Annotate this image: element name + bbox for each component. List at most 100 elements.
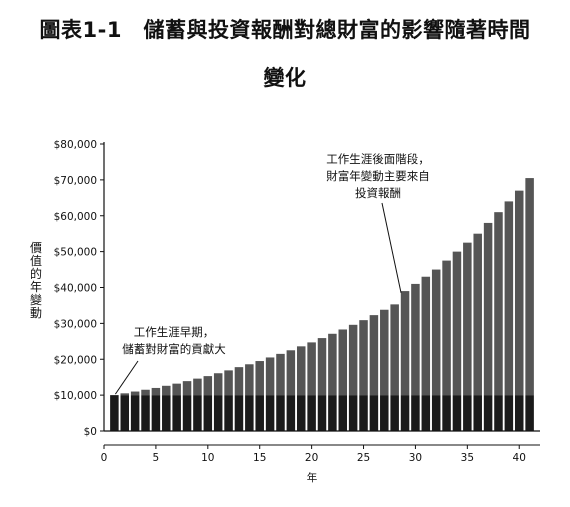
y-tick-label: $70,000 xyxy=(54,175,97,187)
bar-return-segment xyxy=(338,329,348,396)
bar-savings-segment xyxy=(400,395,410,431)
bar-return-segment xyxy=(151,387,161,396)
x-tick-label: 15 xyxy=(253,452,266,464)
bar-return-segment xyxy=(141,389,150,396)
y-tick-label: $50,000 xyxy=(54,247,97,259)
bar-savings-segment xyxy=(442,395,451,431)
bar-savings-segment xyxy=(296,395,306,431)
bar-return-segment xyxy=(172,383,181,396)
bar-return-segment xyxy=(494,212,503,396)
bar-return-segment xyxy=(421,276,431,396)
bar-savings-segment xyxy=(276,395,285,431)
x-tick-label: 25 xyxy=(357,452,370,464)
bar-savings-segment xyxy=(255,395,264,431)
bar-savings-segment xyxy=(172,395,181,431)
bar-return-segment xyxy=(348,324,358,396)
bar-savings-segment xyxy=(141,395,150,431)
bar-savings-segment xyxy=(463,395,472,431)
bar-return-segment xyxy=(473,233,482,396)
bar-return-segment xyxy=(442,260,451,396)
y-tick-label: $30,000 xyxy=(54,318,97,330)
bar-savings-segment xyxy=(452,395,462,431)
bar-return-segment xyxy=(193,378,202,396)
bar-savings-segment xyxy=(120,395,130,431)
bar-savings-segment xyxy=(421,395,431,431)
bar-savings-segment xyxy=(348,395,358,431)
annotation-early-career-line: 工作生涯早期， xyxy=(134,325,215,339)
bar-return-segment xyxy=(213,373,223,396)
bar-return-segment xyxy=(276,353,285,396)
bar-savings-segment xyxy=(162,395,171,431)
bar-return-segment xyxy=(514,190,524,396)
annotation-early-career-line: 儲蓄對財富的貢獻大 xyxy=(122,342,226,356)
bar-savings-segment xyxy=(307,395,316,431)
bar-return-segment xyxy=(245,364,254,396)
bar-savings-segment xyxy=(431,395,441,431)
bar-return-segment xyxy=(224,370,233,396)
bar-return-segment xyxy=(265,357,275,396)
bar-savings-segment xyxy=(359,395,368,431)
chart-title-line-1: 圖表1-1 儲蓄與投資報酬對總財富的影響隨著時間 xyxy=(39,18,531,42)
bar-savings-segment xyxy=(494,395,503,431)
bar-savings-segment xyxy=(182,395,192,431)
x-tick-label: 20 xyxy=(305,452,318,464)
y-axis-label: 價值的年變動 xyxy=(29,241,42,320)
bar-return-segment xyxy=(525,178,534,396)
bar-savings-segment xyxy=(151,395,161,431)
annotation-late-career-line: 工作生涯後面階段， xyxy=(326,152,430,166)
annotation-late-career-line: 財富年變動主要來自 xyxy=(326,169,430,183)
bar-savings-segment xyxy=(411,395,420,431)
x-axis-label: 年 xyxy=(307,471,318,484)
bar-savings-segment xyxy=(110,395,119,431)
chart-title-line-2: 變化 xyxy=(263,66,307,90)
annotation-late-career-leader xyxy=(381,202,402,293)
bar-savings-segment xyxy=(245,395,254,431)
bar-savings-segment xyxy=(390,395,399,431)
bar-return-segment xyxy=(390,304,399,396)
x-tick-label: 40 xyxy=(513,452,526,464)
bar-return-segment xyxy=(452,251,462,396)
bar-savings-segment xyxy=(203,395,213,431)
bar-return-segment xyxy=(234,367,244,396)
bar-return-segment xyxy=(380,309,389,396)
axis-layer: $0 $10,000 $20,000 $30,000 $40,000 $50,000 $60… xyxy=(54,139,540,484)
annotation-late-career-line: 投資報酬 xyxy=(355,186,401,200)
bar-return-segment xyxy=(463,242,472,396)
bar-return-segment xyxy=(120,393,130,396)
bar-savings-segment xyxy=(317,395,327,431)
bar-return-segment xyxy=(400,291,410,396)
bar-savings-segment xyxy=(369,395,379,431)
bar-layer xyxy=(110,178,534,431)
bar-return-segment xyxy=(182,381,192,396)
bar-return-segment xyxy=(431,269,441,396)
y-tick-label: $60,000 xyxy=(54,211,97,223)
bar-savings-segment xyxy=(193,395,202,431)
bar-savings-segment xyxy=(380,395,389,431)
bar-savings-segment xyxy=(328,395,337,431)
bar-return-segment xyxy=(255,361,264,396)
bar-savings-segment xyxy=(234,395,244,431)
bar-return-segment xyxy=(286,350,296,396)
bar-return-segment xyxy=(307,342,316,396)
bar-return-segment xyxy=(369,315,379,396)
bar-savings-segment xyxy=(224,395,233,431)
x-tick-label: 0 xyxy=(101,452,108,464)
bar-savings-segment xyxy=(525,395,534,431)
bar-savings-segment xyxy=(286,395,296,431)
x-tick-label: 5 xyxy=(153,452,160,464)
annotation-early-career-leader xyxy=(114,360,139,395)
bar-return-segment xyxy=(203,376,213,396)
bar-savings-segment xyxy=(504,395,514,431)
bar-return-segment xyxy=(328,333,337,396)
bar-return-segment xyxy=(483,222,493,396)
bar-return-segment xyxy=(130,391,140,396)
bar-savings-segment xyxy=(338,395,348,431)
bar-savings-segment xyxy=(213,395,223,431)
y-tick-label: $10,000 xyxy=(54,390,97,402)
bar-savings-segment xyxy=(483,395,493,431)
bar-savings-segment xyxy=(130,395,140,431)
bar-return-segment xyxy=(359,320,368,396)
bar-savings-segment xyxy=(473,395,482,431)
